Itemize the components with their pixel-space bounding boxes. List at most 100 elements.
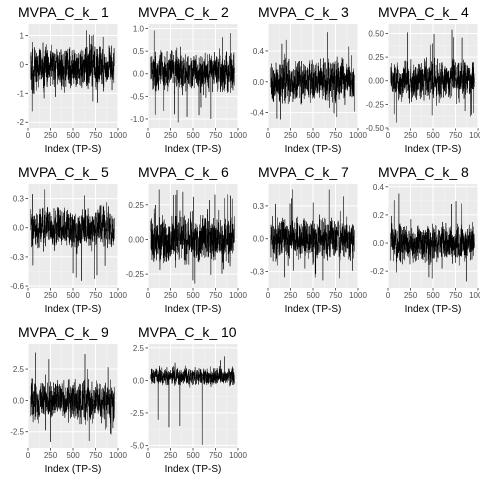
x-tick-label: 500 [426,131,440,140]
y-tick-label: 0.0 [373,239,385,248]
y-tick-label: -1 [17,89,25,98]
y-tick-label: 0.25 [368,53,384,62]
x-tick-label: 500 [306,291,320,300]
chart-svg: MVPA_C_k_ 9 0 250 500 750 1000 -2.5 0.0 2.5 Index… [10,324,127,475]
x-tick-label: 0 [266,291,271,300]
series-line [30,30,115,112]
x-axis-label: Index (TP-S) [405,304,462,315]
y-tick-label: -0.3 [10,253,24,262]
facet-panel: MVPA_C_k_ 1 0 250 500 750 1000 -2 -1 0 1 Index (TP… [0,0,128,160]
x-tick-label: 0 [386,291,391,300]
chart-title: MVPA_C_k_ 7 [258,164,349,180]
series-line [270,32,355,120]
x-tick-label: 500 [66,451,80,460]
x-tick-label: 1000 [109,131,127,140]
y-tick-label: 0.0 [133,376,145,385]
x-tick-label: 1000 [229,451,247,460]
y-tick-label: -2.5 [130,409,144,418]
y-tick-label: 0.4 [373,183,385,192]
facet-panel: MVPA_C_k_ 5 0 250 500 750 1000 -0.6 -0.3 0.0 0.3 I… [0,160,127,320]
y-tick-label: -0.3 [250,268,264,277]
x-axis-label: Index (TP-S) [285,304,342,315]
series-line [150,30,235,123]
x-tick-label: 500 [186,131,200,140]
x-tick-label: 750 [449,131,463,140]
x-tick-label: 1000 [469,131,480,140]
x-tick-label: 250 [404,131,418,140]
chart-title: MVPA_C_k_ 8 [378,164,469,180]
chart-title: MVPA_C_k_ 10 [138,324,237,340]
x-axis-label: Index (TP-S) [165,464,222,475]
facet-panel: MVPA_C_k_ 7 0 250 500 750 1000 -0.3 0.0 0.3 Index… [240,160,367,320]
x-tick-label: 250 [284,131,298,140]
facet-panel: MVPA_C_k_ 6 0 250 500 750 1000 -0.25 0.00 0.25 In… [120,160,248,320]
x-axis-label: Index (TP-S) [45,464,102,475]
chart-svg: MVPA_C_k_ 8 0 250 500 750 1000 -0.2 0.0 0.2 0.4 In… [370,164,480,315]
facet-panel: MVPA_C_k_ 2 0 250 500 750 1000 -1.0 -0.5 0.0 0.5 1… [120,0,247,160]
facet-panel: MVPA_C_k_ 8 0 250 500 750 1000 -0.2 0.0 0.2 0.4 In… [360,160,480,320]
facet-panel: MVPA_C_k_ 3 0 250 500 750 1000 -0.4 0.0 0.4 Index… [240,0,367,160]
x-tick-label: 250 [164,131,178,140]
x-tick-label: 1000 [109,291,127,300]
x-tick-label: 0 [146,291,151,300]
y-tick-label: 2.5 [13,365,25,374]
x-axis-label: Index (TP-S) [165,304,222,315]
chart-title: MVPA_C_k_ 2 [138,4,229,20]
x-tick-label: 0 [26,451,31,460]
series-line [150,356,235,445]
x-axis-label: Index (TP-S) [285,144,342,155]
x-tick-label: 750 [449,291,463,300]
chart-title: MVPA_C_k_ 1 [18,4,109,20]
series-line [270,189,355,281]
x-tick-label: 250 [44,451,58,460]
chart-title: MVPA_C_k_ 4 [378,4,469,20]
y-tick-label: 0.00 [128,235,144,244]
chart-title: MVPA_C_k_ 3 [258,4,349,20]
series-line [30,189,115,281]
x-axis-label: Index (TP-S) [45,144,102,155]
chart-svg: MVPA_C_k_ 4 0 250 500 750 1000 -0.50 -0.25 0.00 0… [366,4,480,155]
y-tick-label: -0.6 [10,282,24,291]
facet-panel: MVPA_C_k_ 10 0 250 500 750 1000 -5.0 -2.5 0.0 2.5… [120,320,247,480]
x-tick-label: 250 [164,291,178,300]
x-tick-label: 0 [386,131,391,140]
series-line [30,352,115,442]
y-tick-label: -2 [17,118,25,127]
x-tick-label: 750 [209,131,223,140]
x-tick-label: 500 [66,131,80,140]
y-tick-label: -0.2 [370,267,384,276]
x-tick-label: 750 [329,291,343,300]
y-tick-label: -1.0 [130,115,144,124]
x-tick-label: 250 [404,291,418,300]
y-tick-label: -0.25 [366,100,385,109]
chart-svg: MVPA_C_k_ 1 0 250 500 750 1000 -2 -1 0 1 Index (TP… [17,4,128,155]
x-tick-label: 500 [426,291,440,300]
chart-svg: MVPA_C_k_ 5 0 250 500 750 1000 -0.6 -0.3 0.0 0.3 I… [10,164,127,315]
x-tick-label: 1000 [349,131,367,140]
y-tick-label: 0.2 [373,211,385,220]
series-line [390,29,475,123]
x-tick-label: 0 [146,451,151,460]
x-tick-label: 0 [26,291,31,300]
y-tick-label: 0.25 [128,201,144,210]
y-tick-label: -0.50 [366,124,385,133]
y-tick-label: 0.50 [368,29,384,38]
x-tick-label: 250 [164,451,178,460]
facet-panel: MVPA_C_k_ 9 0 250 500 750 1000 -2.5 0.0 2.5 Index… [0,320,127,480]
x-tick-label: 750 [209,291,223,300]
y-tick-label: 0.0 [13,224,25,233]
x-tick-label: 750 [89,131,103,140]
x-tick-label: 250 [44,131,58,140]
x-tick-label: 1000 [349,291,367,300]
y-tick-label: 0.4 [253,47,265,56]
y-tick-label: 1 [20,32,25,41]
chart-svg: MVPA_C_k_ 2 0 250 500 750 1000 -1.0 -0.5 0.0 0.5 1… [130,4,247,155]
y-tick-label: 0.0 [253,78,265,87]
chart-svg: MVPA_C_k_ 6 0 250 500 750 1000 -0.25 0.00 0.25 In… [126,164,248,315]
x-tick-label: 750 [329,131,343,140]
x-tick-label: 500 [306,131,320,140]
x-tick-label: 500 [186,451,200,460]
y-tick-label: -0.25 [126,270,145,279]
x-tick-label: 750 [209,451,223,460]
